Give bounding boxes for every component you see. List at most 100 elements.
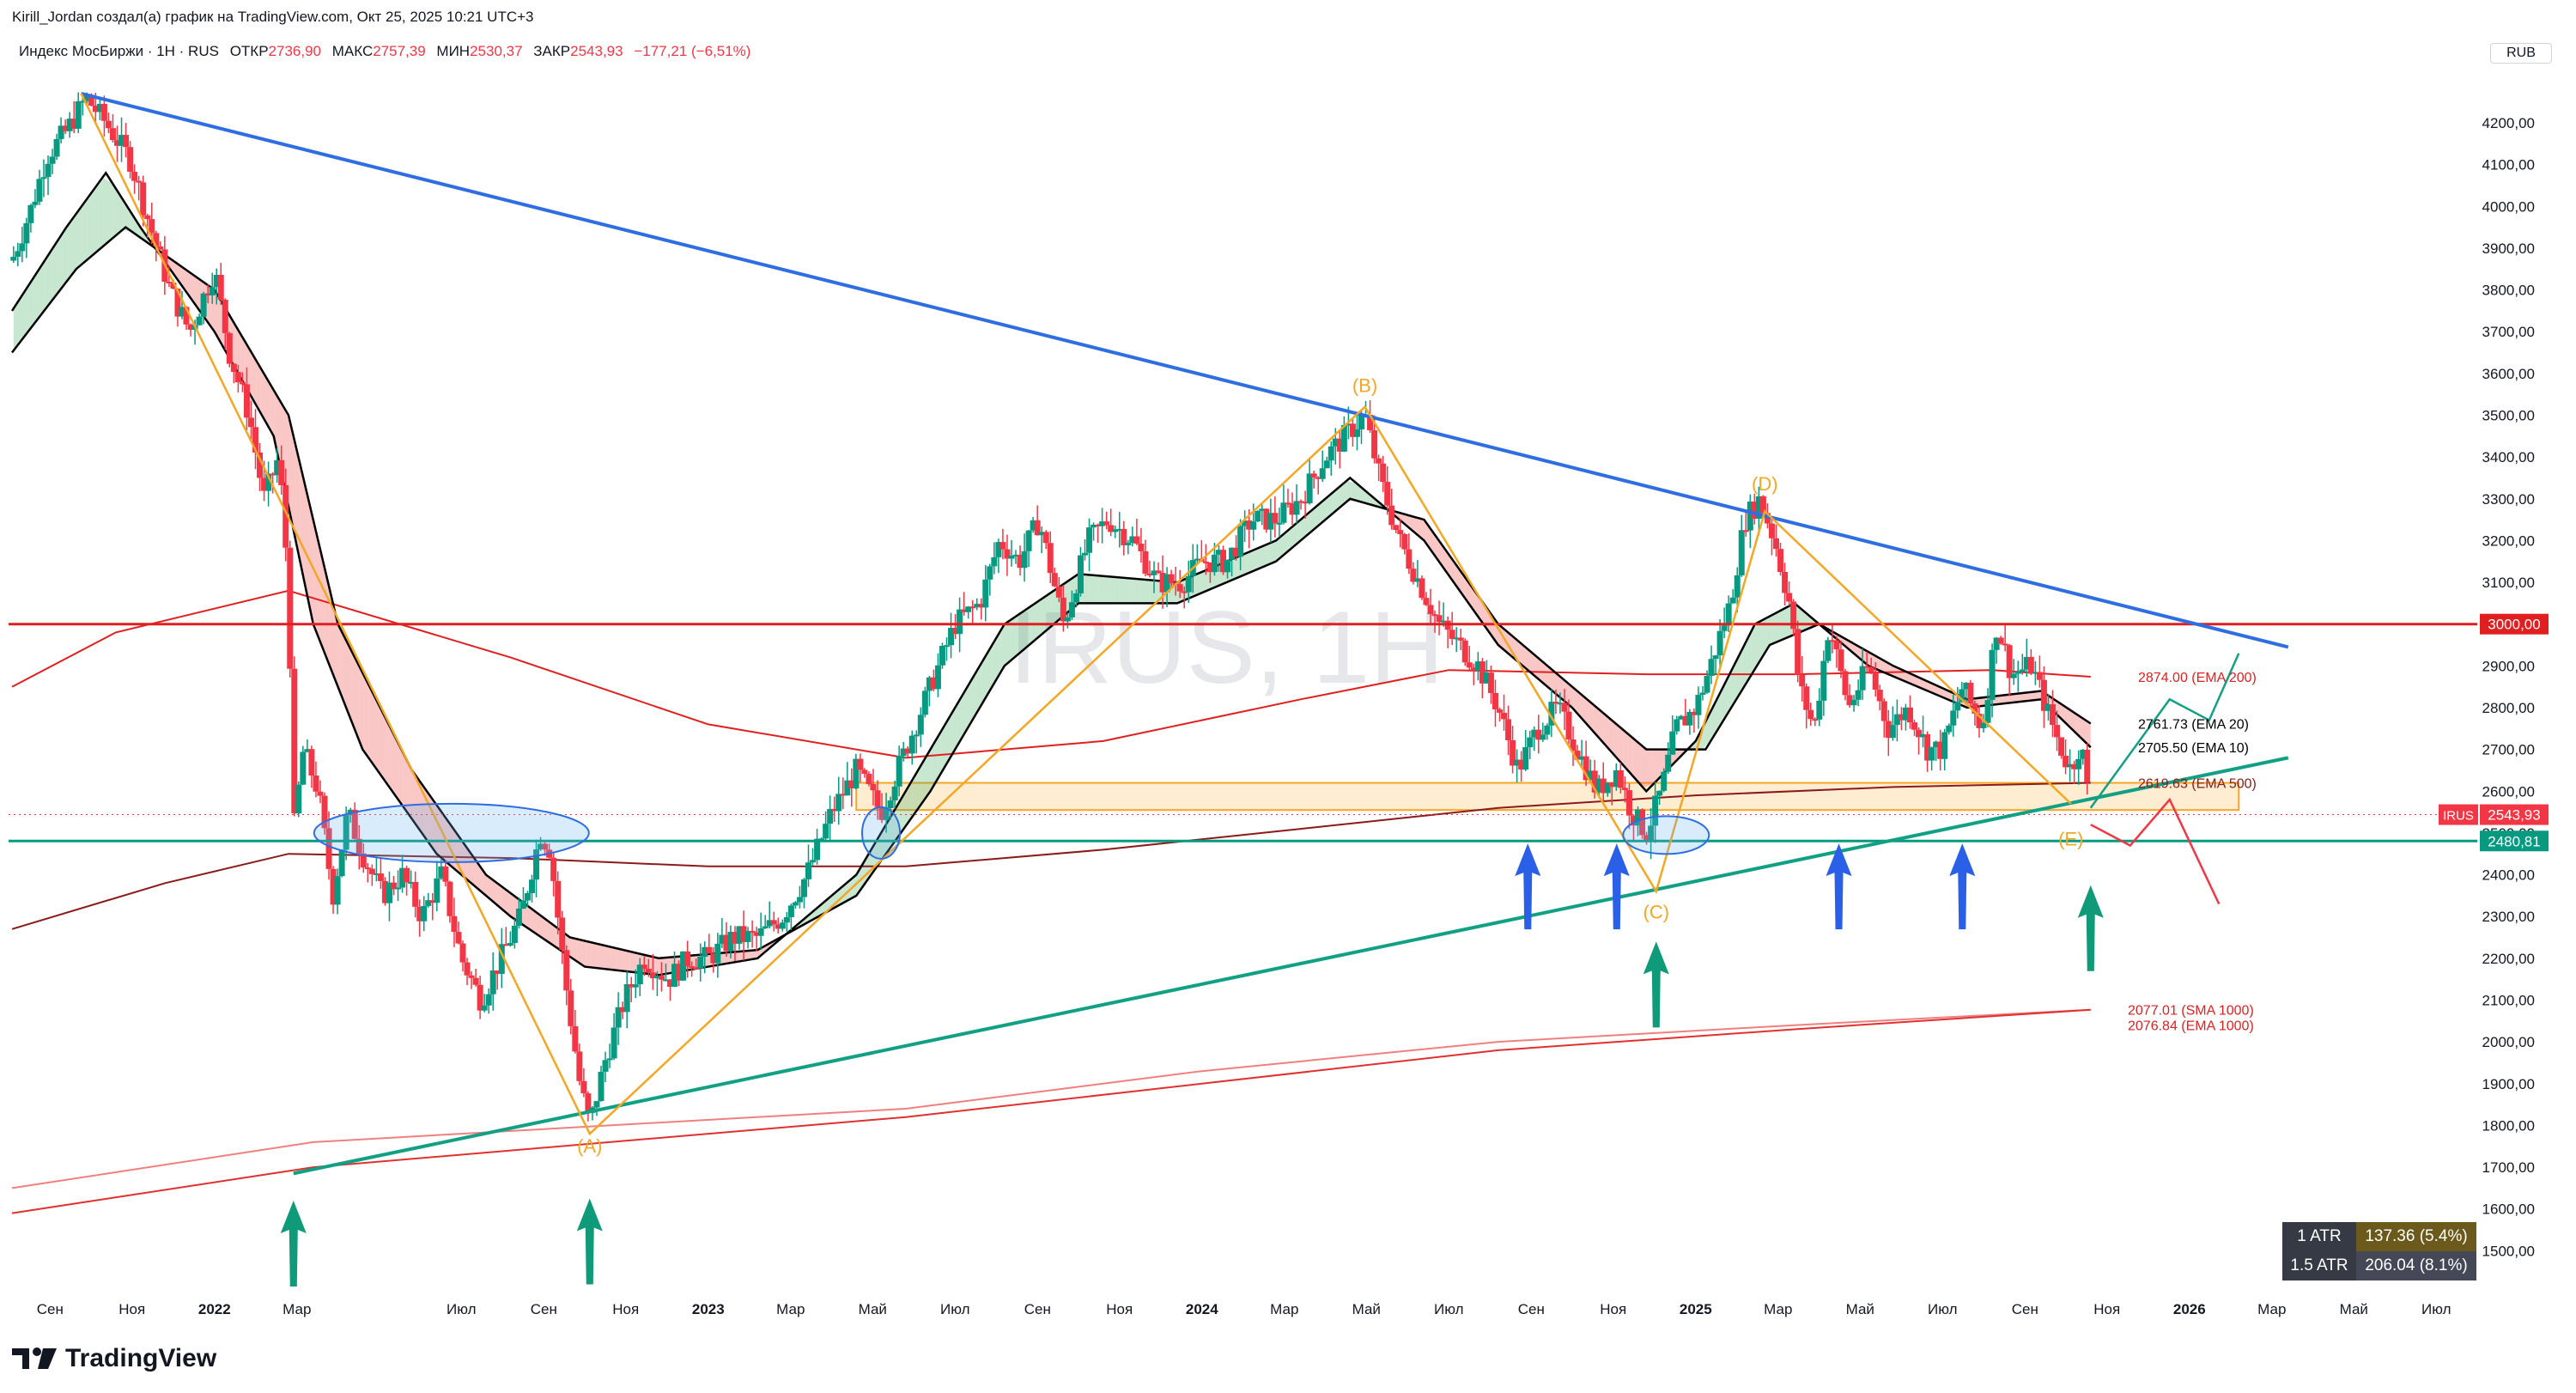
candle-body [580, 1080, 587, 1094]
candle-body [1950, 710, 1957, 726]
candle-body [706, 946, 713, 954]
candle-body [270, 473, 276, 476]
candle-body [857, 758, 864, 770]
highlight-ellipse [861, 806, 902, 860]
candle-body [274, 459, 281, 476]
high-label: МАКС [331, 43, 374, 59]
candle-body [1522, 747, 1529, 770]
candle-body [710, 953, 717, 964]
candle-body [1436, 615, 1443, 623]
candle-body [1345, 423, 1352, 426]
up-arrow-icon [280, 1200, 307, 1287]
ema-cloud-segment [1455, 563, 1466, 599]
price-axis-label: 1700,00 [2482, 1159, 2535, 1176]
candle-body [96, 103, 103, 113]
ema-cloud-segment [329, 588, 340, 691]
candle-body [1929, 747, 1935, 761]
tradingview-logo[interactable]: TradingView [12, 1344, 216, 1373]
currency-button[interactable]: RUB [2490, 43, 2552, 64]
candle-body [1060, 597, 1066, 622]
candle-body [1613, 769, 1619, 788]
candle-body [1708, 659, 1715, 677]
candle-body [1091, 524, 1097, 528]
candle-body [887, 800, 894, 808]
candle-body [1695, 695, 1702, 715]
candle-body [1142, 551, 1149, 574]
ema-cloud-segment [1000, 619, 1012, 672]
candle-body [283, 484, 289, 548]
candle-body [1125, 543, 1132, 545]
symbol-name[interactable]: Индекс МосБиржи · 1Н · RUS [19, 43, 219, 59]
ema-cloud-segment [388, 724, 399, 800]
candle-body [265, 473, 272, 491]
candle-body [404, 867, 410, 883]
candle-body [451, 915, 458, 933]
candle-body [1734, 575, 1741, 598]
ema-cloud-segment [1485, 605, 1495, 641]
candle-body [805, 862, 811, 879]
candle-body [1751, 502, 1758, 520]
candle-body [1825, 640, 1832, 661]
candle-body [632, 984, 639, 988]
candle-body [166, 282, 173, 284]
candle-body [1155, 570, 1162, 573]
candle-body [149, 219, 155, 234]
candle-body [247, 417, 254, 428]
candle-body [800, 879, 807, 897]
candle-body [2054, 725, 2061, 738]
time-axis-label: 2022 [198, 1301, 231, 1317]
candle-body [395, 887, 402, 890]
candle-body [70, 119, 77, 129]
candle-body [848, 780, 855, 788]
time-axis-label: Ноя [1106, 1301, 1133, 1317]
candle-body [313, 776, 319, 792]
ema-cloud-segment [1030, 599, 1041, 644]
ema-cloud-segment [270, 384, 281, 467]
price-axis-label: 2600,00 [2482, 783, 2535, 800]
candle-body [913, 734, 920, 737]
candle-body [1095, 524, 1102, 526]
ema-cloud-segment [1119, 577, 1130, 604]
time-axis-label: Ноя [118, 1301, 145, 1317]
time-axis-label: Июл [2421, 1301, 2451, 1317]
candle-body [408, 881, 415, 884]
price-badge [2480, 830, 2549, 852]
candle-body [1353, 429, 1360, 437]
candle-body [2006, 645, 2013, 678]
price-axis-label: 1900,00 [2482, 1076, 2535, 1092]
candle-body [1025, 530, 1032, 551]
candle-body [62, 125, 69, 131]
ema-cloud-segment [1771, 610, 1782, 645]
candle-body [2014, 672, 2021, 674]
candle-body [1993, 637, 2000, 650]
candle-body [1920, 733, 1927, 738]
candle-body [2023, 656, 2030, 670]
price-axis-label: 3700,00 [2482, 324, 2535, 340]
candle-body [1557, 703, 1564, 705]
candle-body [1889, 725, 1896, 739]
candle-body [291, 668, 298, 814]
candle-body [550, 857, 557, 881]
highlight-ellipse [313, 802, 590, 863]
candle-body [1747, 502, 1753, 531]
candle-body [934, 665, 941, 690]
ma-line-ema-20 [11, 226, 2092, 960]
candle-body [1600, 778, 1607, 794]
candle-body [619, 1007, 626, 1013]
candle-body [926, 677, 933, 691]
candle-body [88, 94, 94, 106]
ema-cloud-segment [467, 849, 478, 889]
candle-body [762, 926, 769, 928]
candle-body [823, 824, 829, 839]
up-arrow-icon [1603, 843, 1630, 930]
highlight-ellipse [1622, 815, 1710, 855]
candle-body [563, 950, 570, 991]
ma-value-label: 2705.50 (EMA 10) [2138, 741, 2249, 756]
candle-body [1608, 782, 1615, 788]
candle-body [1712, 655, 1719, 660]
candle-body [982, 579, 989, 608]
ema-cloud-segment [655, 957, 665, 975]
candle-body [1531, 729, 1538, 738]
candle-body [921, 690, 928, 715]
